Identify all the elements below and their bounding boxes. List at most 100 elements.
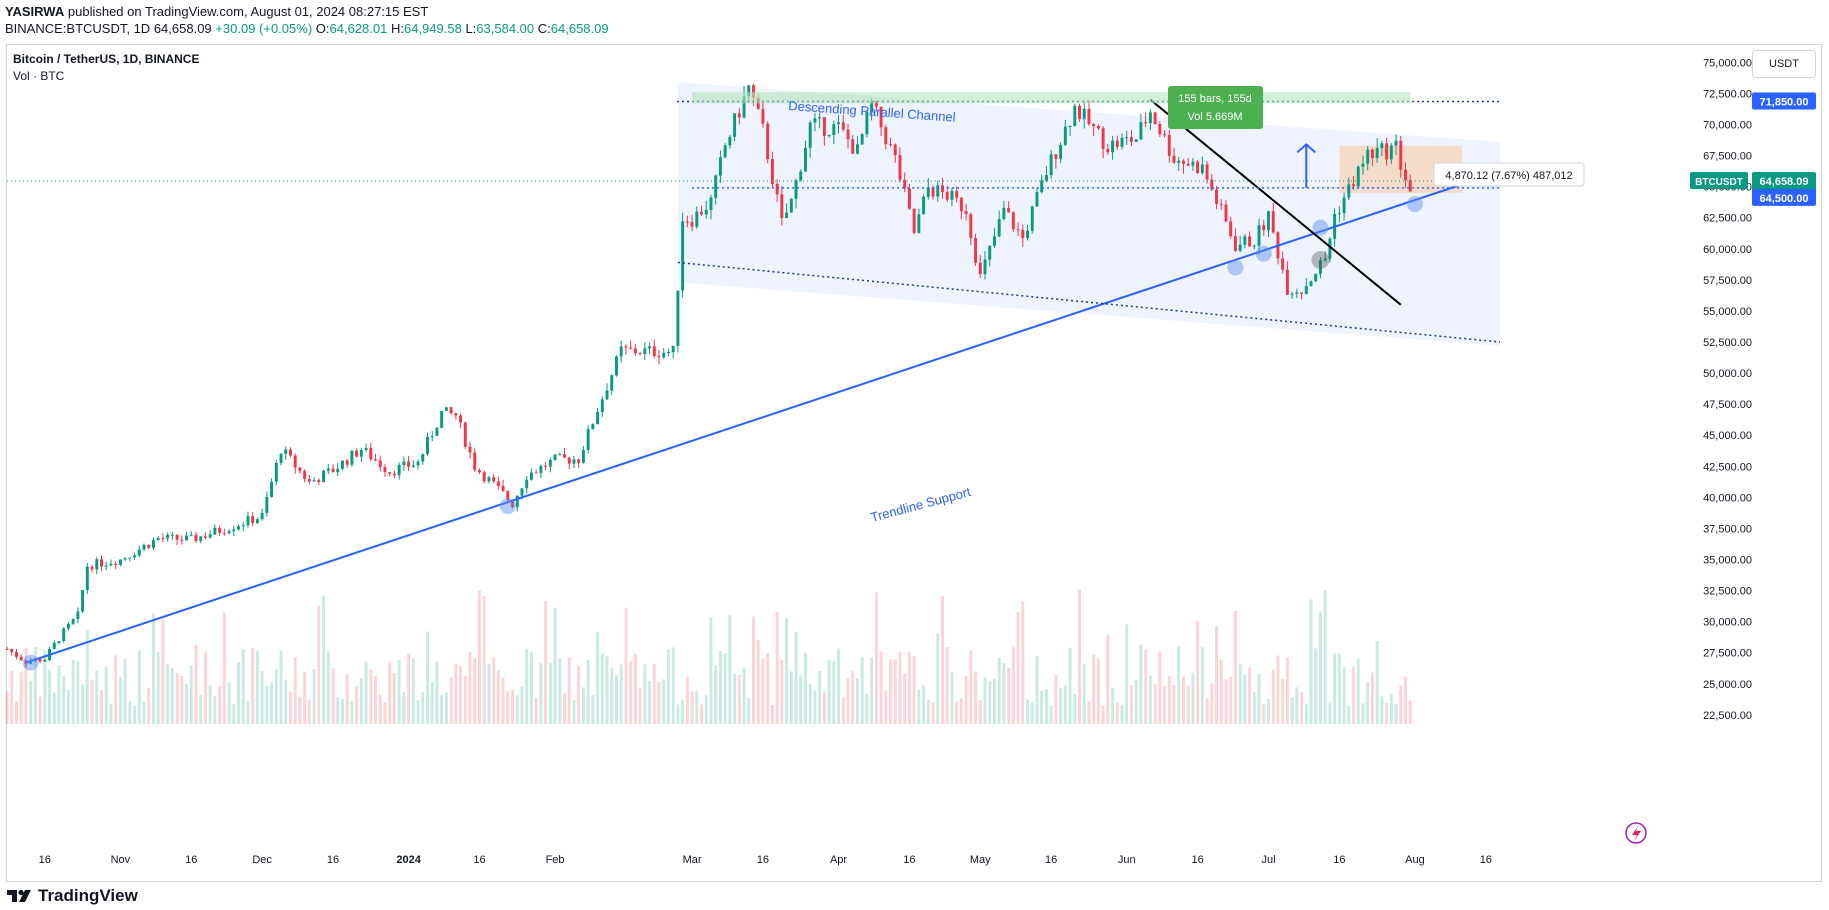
candle-body bbox=[374, 459, 377, 461]
volume-bar bbox=[605, 656, 609, 724]
candle-body bbox=[619, 346, 623, 357]
volume-bar bbox=[959, 698, 963, 724]
lightning-icon bbox=[1632, 826, 1641, 841]
volume-bar bbox=[780, 659, 784, 724]
volume-bar bbox=[14, 701, 18, 724]
candle-body bbox=[1267, 211, 1270, 231]
candle-body bbox=[1059, 144, 1063, 159]
candle-body bbox=[596, 412, 600, 425]
candle-body bbox=[1215, 189, 1218, 204]
volume-bar bbox=[492, 657, 496, 724]
candle-body bbox=[1035, 192, 1039, 207]
volume-bar bbox=[600, 653, 604, 724]
candle-body bbox=[199, 536, 203, 542]
low-label: L: bbox=[465, 21, 477, 36]
volume-bar bbox=[638, 688, 642, 724]
author-name[interactable]: YASIRWA bbox=[5, 4, 65, 19]
volume-bar bbox=[676, 704, 680, 724]
candle-body bbox=[284, 449, 288, 454]
candle-body bbox=[917, 214, 921, 233]
candle-body bbox=[544, 465, 548, 467]
x-tick-label: Aug bbox=[1405, 854, 1425, 866]
volume-bar bbox=[529, 651, 533, 724]
candle-body bbox=[1389, 145, 1393, 160]
volume-bar bbox=[402, 692, 406, 724]
high-value: 64,949.58 bbox=[403, 21, 462, 36]
volume-bar bbox=[289, 691, 292, 724]
candle-body bbox=[1134, 139, 1138, 142]
candle-body bbox=[884, 127, 888, 145]
volume-bar bbox=[444, 692, 448, 724]
candle-body bbox=[156, 538, 160, 541]
volume-bar bbox=[246, 700, 250, 724]
volume-bar bbox=[407, 653, 411, 724]
volume-bar bbox=[1233, 610, 1237, 724]
candle-body bbox=[837, 122, 841, 125]
touch-point-icon bbox=[499, 498, 516, 515]
volume-bar bbox=[1267, 698, 1270, 724]
candle-body bbox=[870, 101, 874, 112]
candle-body bbox=[213, 527, 217, 535]
volume-bar bbox=[317, 605, 321, 724]
candle-body bbox=[378, 460, 382, 468]
candle-body bbox=[1068, 125, 1072, 127]
legend-volume[interactable]: Vol · BTC bbox=[13, 69, 65, 83]
publish-line: YASIRWA published on TradingView.com, Au… bbox=[5, 4, 428, 20]
volume-bar bbox=[794, 631, 798, 724]
candle-body bbox=[567, 457, 571, 464]
volume-bar bbox=[397, 660, 401, 724]
x-tick-label: 16 bbox=[473, 854, 485, 866]
candle-body bbox=[818, 117, 822, 119]
candle-body bbox=[988, 245, 992, 260]
volume-bar bbox=[1304, 704, 1308, 724]
volume-bar bbox=[775, 611, 779, 724]
touch-point-icon bbox=[1227, 259, 1244, 276]
alert-icon bbox=[1625, 822, 1647, 844]
volume-bar bbox=[1210, 683, 1214, 724]
candle-body bbox=[482, 472, 486, 482]
candle-body bbox=[624, 346, 628, 348]
volume-bar bbox=[307, 700, 311, 724]
candle-body bbox=[770, 159, 774, 184]
chart-frame[interactable] bbox=[6, 44, 1822, 882]
candle-body bbox=[5, 648, 9, 650]
candle-body bbox=[752, 85, 755, 99]
trendline-label: Trendline Support bbox=[869, 484, 973, 525]
volume-bar bbox=[208, 685, 212, 724]
volume-bar bbox=[90, 679, 94, 724]
volume-bar bbox=[1144, 649, 1148, 724]
candle-body bbox=[128, 557, 132, 559]
touch-point-icon bbox=[22, 654, 39, 671]
candle-body bbox=[1200, 164, 1204, 173]
candle-body bbox=[137, 549, 141, 556]
volume-bar bbox=[1167, 675, 1171, 724]
volume-bar bbox=[10, 670, 14, 724]
currency-button[interactable]: USDT bbox=[1752, 50, 1816, 78]
candle-body bbox=[520, 488, 524, 496]
volume-bar bbox=[1370, 672, 1374, 724]
volume-bar bbox=[100, 690, 103, 724]
volume-bar bbox=[1120, 704, 1124, 724]
candle-body bbox=[478, 470, 481, 473]
support-price-tag-bg bbox=[1752, 188, 1816, 206]
legend-title[interactable]: Bitcoin / TetherUS, 1D, BINANCE bbox=[13, 52, 200, 66]
volume-bar bbox=[855, 678, 859, 724]
volume-bar bbox=[241, 649, 245, 724]
candle-body bbox=[780, 194, 784, 219]
y-tick-label: 67,500.00 bbox=[1703, 151, 1752, 163]
volume-bar bbox=[822, 691, 826, 724]
volume-bar bbox=[265, 685, 269, 724]
volume-bar bbox=[1134, 680, 1138, 724]
candle-body bbox=[879, 106, 883, 128]
volume-bar bbox=[1101, 705, 1105, 724]
volume-bar bbox=[704, 695, 708, 724]
candle-body bbox=[629, 347, 633, 349]
measure-box bbox=[1168, 86, 1263, 129]
volume-bar bbox=[808, 683, 812, 724]
candle-body bbox=[1399, 140, 1403, 170]
candle-body bbox=[1323, 258, 1327, 261]
volume-bar bbox=[553, 607, 557, 724]
volume-bar bbox=[950, 672, 954, 724]
candle-body bbox=[123, 558, 127, 560]
price-chart[interactable]: 75,000.0072,500.0070,000.0067,500.0065,0… bbox=[0, 0, 1829, 882]
